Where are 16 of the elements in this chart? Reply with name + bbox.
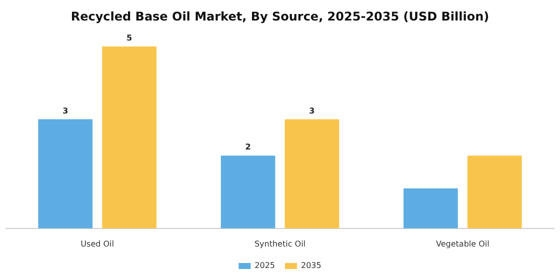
- bar: [38, 119, 93, 228]
- data-label: 3: [62, 106, 68, 116]
- x-tick-label: Vegetable Oil: [436, 239, 490, 248]
- bar: [102, 46, 156, 228]
- chart-title: Recycled Base Oil Market, By Source, 2025-2035 (USD Billion): [70, 9, 490, 24]
- x-tick-label: Synthetic Oil: [254, 239, 306, 248]
- bar: [467, 156, 522, 228]
- data-label: 5: [126, 33, 133, 42]
- x-tick-label: Used Oil: [80, 239, 114, 248]
- bar: [220, 156, 276, 228]
- data-label: 3: [309, 106, 315, 116]
- legend-label: 2025: [254, 261, 275, 270]
- legend-label: 2035: [301, 261, 322, 270]
- bar: [284, 119, 340, 228]
- data-label: 2: [245, 142, 251, 152]
- bar: [404, 188, 458, 228]
